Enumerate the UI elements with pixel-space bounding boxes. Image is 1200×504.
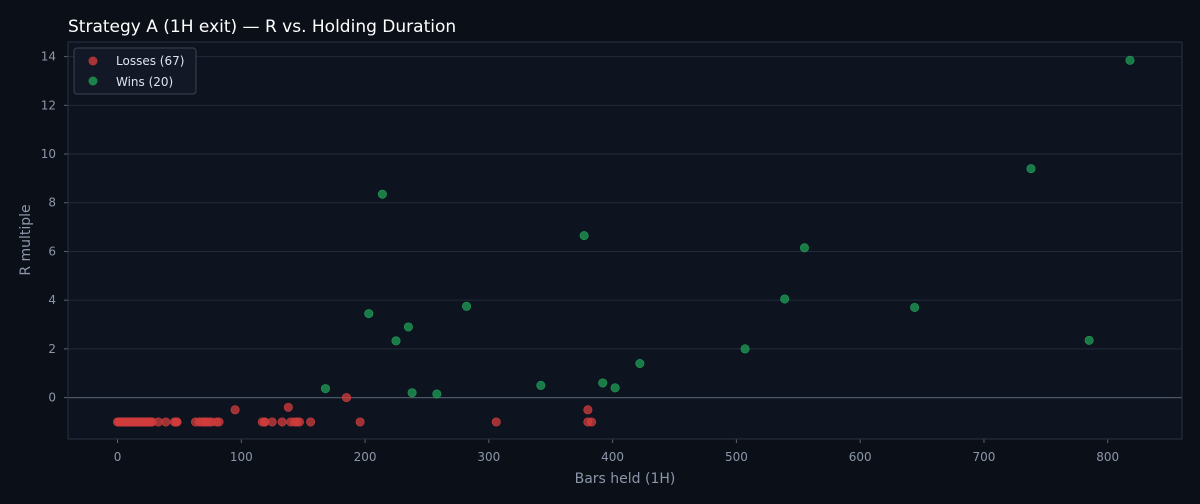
y-tick-label: 6	[48, 244, 56, 258]
y-tick-label: 10	[41, 147, 56, 161]
win-point	[635, 358, 645, 368]
y-tick-label: 4	[48, 293, 56, 307]
plot-frame	[67, 41, 1183, 440]
loss-point	[145, 417, 155, 427]
x-tick-label: 500	[725, 450, 748, 464]
win-point	[407, 388, 417, 398]
loss-point	[277, 417, 287, 427]
loss-point	[172, 417, 182, 427]
win-point	[1084, 335, 1094, 345]
loss-point	[491, 417, 501, 427]
loss-point	[135, 417, 145, 427]
loss-point	[125, 417, 135, 427]
y-axis-ticks: 0 2 4 6 8 10 12 14	[41, 50, 68, 405]
y-tick-label: 2	[48, 342, 56, 356]
win-point	[579, 231, 589, 241]
x-tick-label: 200	[354, 450, 377, 464]
win-point	[391, 336, 401, 346]
win-point	[1026, 164, 1036, 174]
win-point	[780, 294, 790, 304]
loss-point	[355, 417, 365, 427]
loss-point	[230, 405, 240, 415]
x-tick-label: 700	[973, 450, 996, 464]
loss-point	[294, 417, 304, 427]
win-point	[432, 389, 442, 399]
win-point	[799, 243, 809, 253]
x-axis-label: Bars held (1H)	[575, 471, 676, 487]
legend-label-losses: Losses (67)	[116, 54, 184, 68]
legend-label-wins: Wins (20)	[116, 75, 173, 89]
plot-area	[68, 42, 1182, 439]
loss-point	[306, 417, 316, 427]
loss-point	[283, 402, 293, 412]
x-tick-label: 0	[114, 450, 122, 464]
loss-point	[341, 393, 351, 403]
win-point	[598, 378, 608, 388]
chart-title: Strategy A (1H exit) — R vs. Holding Dur…	[68, 17, 456, 37]
legend: Losses (67) Wins (20)	[73, 47, 197, 95]
loss-point	[583, 405, 593, 415]
loss-point	[214, 417, 224, 427]
x-axis-ticks: 0 100 200 300 400 500 600 700 800	[114, 439, 1119, 464]
x-tick-label: 600	[849, 450, 872, 464]
loss-point	[200, 417, 210, 427]
x-tick-label: 800	[1096, 450, 1119, 464]
y-tick-label: 12	[41, 98, 56, 112]
win-point	[377, 189, 387, 199]
y-tick-label: 8	[48, 196, 56, 210]
y-axis-label: R multiple	[18, 204, 34, 275]
win-point	[403, 322, 413, 332]
win-point	[910, 302, 920, 312]
y-tick-label: 14	[41, 50, 56, 64]
loss-point	[161, 417, 171, 427]
win-point	[364, 309, 374, 319]
legend-box	[73, 47, 197, 95]
loss-point	[260, 417, 270, 427]
y-tick-label: 0	[48, 391, 56, 405]
loss-point	[587, 417, 597, 427]
win-point	[536, 380, 546, 390]
legend-marker-losses	[88, 56, 98, 66]
data-points	[113, 55, 1135, 427]
x-tick-label: 300	[477, 450, 500, 464]
win-point	[462, 301, 472, 311]
loss-point	[115, 417, 125, 427]
x-tick-label: 100	[230, 450, 253, 464]
win-point	[610, 383, 620, 393]
legend-marker-wins	[88, 76, 98, 86]
win-point	[740, 344, 750, 354]
x-tick-label: 400	[601, 450, 624, 464]
win-point	[1125, 55, 1135, 65]
win-point	[320, 384, 330, 394]
